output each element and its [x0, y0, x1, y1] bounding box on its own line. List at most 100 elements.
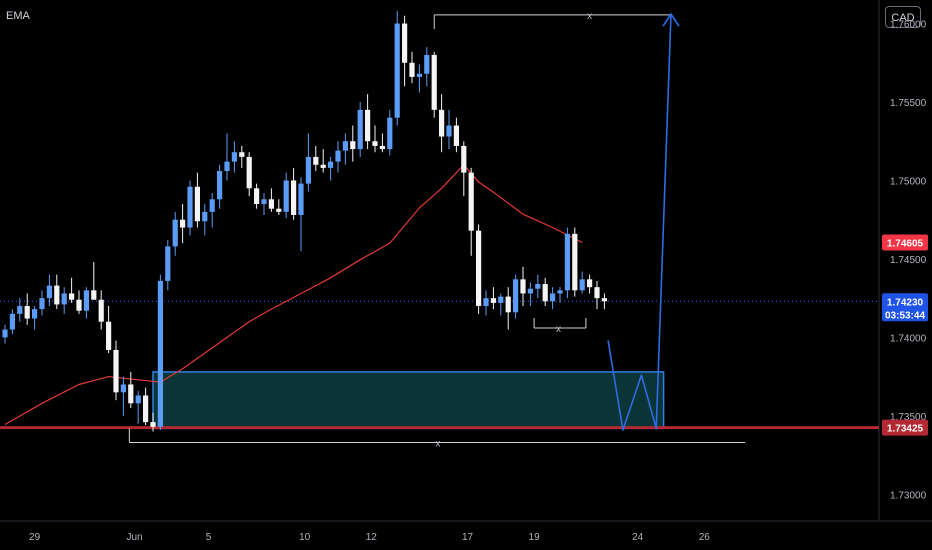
candle-body: [542, 284, 548, 302]
candle-body: [387, 117, 393, 150]
time-tick-label: 5: [206, 532, 212, 543]
candle-body: [194, 186, 200, 222]
price-tick-label: 1.73000: [890, 490, 927, 501]
candle-body: [17, 306, 23, 314]
price-tick-label: 1.76000: [890, 20, 927, 31]
time-tick-label: 26: [699, 532, 711, 543]
candle-body: [439, 109, 445, 137]
candle-body: [283, 180, 289, 212]
candle-body: [61, 293, 67, 305]
time-tick-label: 24: [632, 532, 644, 543]
candle-body: [409, 62, 415, 77]
candle-body: [550, 293, 556, 302]
candle-body: [461, 145, 467, 173]
candle-body: [513, 279, 519, 313]
candle-body: [483, 298, 489, 307]
candle-body: [372, 141, 378, 146]
candle-body: [298, 183, 304, 215]
time-axis[interactable]: 29 Jun 5 10 12 17 19 24 26: [29, 532, 710, 543]
candle-body: [224, 161, 230, 172]
price-tag-bg: [882, 293, 928, 322]
candle-body: [135, 395, 141, 404]
demand-zone-layer: [152, 371, 665, 430]
candle-body: [476, 230, 482, 307]
price-tag-bg: [882, 234, 928, 251]
candle-body: [32, 309, 38, 319]
candle-body: [535, 284, 541, 289]
candle-body: [557, 290, 563, 294]
candle-body: [231, 152, 237, 162]
price-axis[interactable]: 1.76000 1.75500 1.75000 1.74500 1.74000 1.735…: [890, 20, 927, 502]
candle-body: [150, 422, 156, 427]
candle-body: [594, 287, 600, 299]
price-tick-label: 1.73500: [890, 412, 927, 423]
candle-body: [505, 296, 511, 313]
candle-body: [69, 293, 75, 300]
candle-body: [564, 233, 570, 291]
candle-body: [2, 329, 8, 338]
candle-body: [335, 150, 341, 162]
time-tick-label: 12: [366, 532, 378, 543]
candle-body: [254, 188, 260, 205]
candle-body: [24, 306, 30, 319]
projection-arrowhead: [662, 12, 680, 27]
candle-body: [120, 384, 126, 393]
candle-body: [490, 298, 496, 303]
candle-body: [91, 290, 97, 300]
price-tag-value: 1.74230: [887, 297, 924, 308]
candle-body: [276, 208, 282, 212]
candle-body: [39, 298, 45, 310]
candle-body: [527, 288, 533, 294]
price-tick-label: 1.74500: [890, 255, 927, 266]
candle-body: [416, 73, 422, 77]
price-tick-label: 1.74000: [890, 333, 927, 344]
candle-body: [328, 161, 334, 168]
candle-body: [431, 54, 437, 110]
candle-body: [246, 156, 252, 189]
currency-button[interactable]: CAD: [885, 6, 921, 28]
mid-bracket-label: x: [556, 324, 561, 335]
candle-body: [76, 299, 82, 311]
bottom-bracket-label: x: [435, 439, 440, 450]
candle-body: [291, 180, 297, 215]
price-tag-value: 1.73425: [887, 424, 924, 435]
candle-body: [83, 290, 89, 311]
candle-body: [172, 219, 178, 247]
candle-body: [106, 321, 112, 350]
time-tick-label: Jun: [126, 532, 142, 543]
time-tick-label: 10: [299, 532, 311, 543]
candle-body: [313, 156, 319, 165]
indicator-label[interactable]: EMA: [6, 10, 30, 22]
candle-body: [46, 285, 52, 299]
candle-body: [365, 109, 371, 142]
candle-body: [468, 172, 474, 231]
time-tick-label: 19: [529, 532, 541, 543]
candle-body: [202, 211, 208, 222]
candle-body: [601, 298, 607, 302]
candle-body: [320, 164, 326, 168]
candle-body: [209, 199, 215, 212]
candle-body: [402, 23, 408, 63]
candle-body: [128, 384, 134, 404]
demand-zone: [152, 371, 665, 430]
candle-body: [350, 141, 356, 150]
candle-body: [498, 296, 504, 303]
candle-body: [217, 171, 223, 200]
ema-line-layer: [4, 163, 583, 426]
candle-body: [305, 156, 311, 184]
time-tick-label: 29: [29, 532, 41, 543]
projection-layer: [607, 12, 680, 431]
price-tick-label: 1.75500: [890, 98, 927, 109]
candle-body: [180, 219, 186, 228]
candle-body: [357, 109, 363, 150]
candle-body: [54, 285, 60, 305]
candle-body: [424, 54, 430, 74]
time-tick-label: 17: [462, 532, 474, 543]
candle-body: [9, 313, 15, 330]
candle-body: [157, 280, 163, 427]
candle-body: [342, 141, 348, 151]
price-tag-countdown: 03:53:44: [885, 310, 925, 321]
price-labels: 1.74605 1.74230 03:53:44 1.73425: [882, 234, 928, 436]
